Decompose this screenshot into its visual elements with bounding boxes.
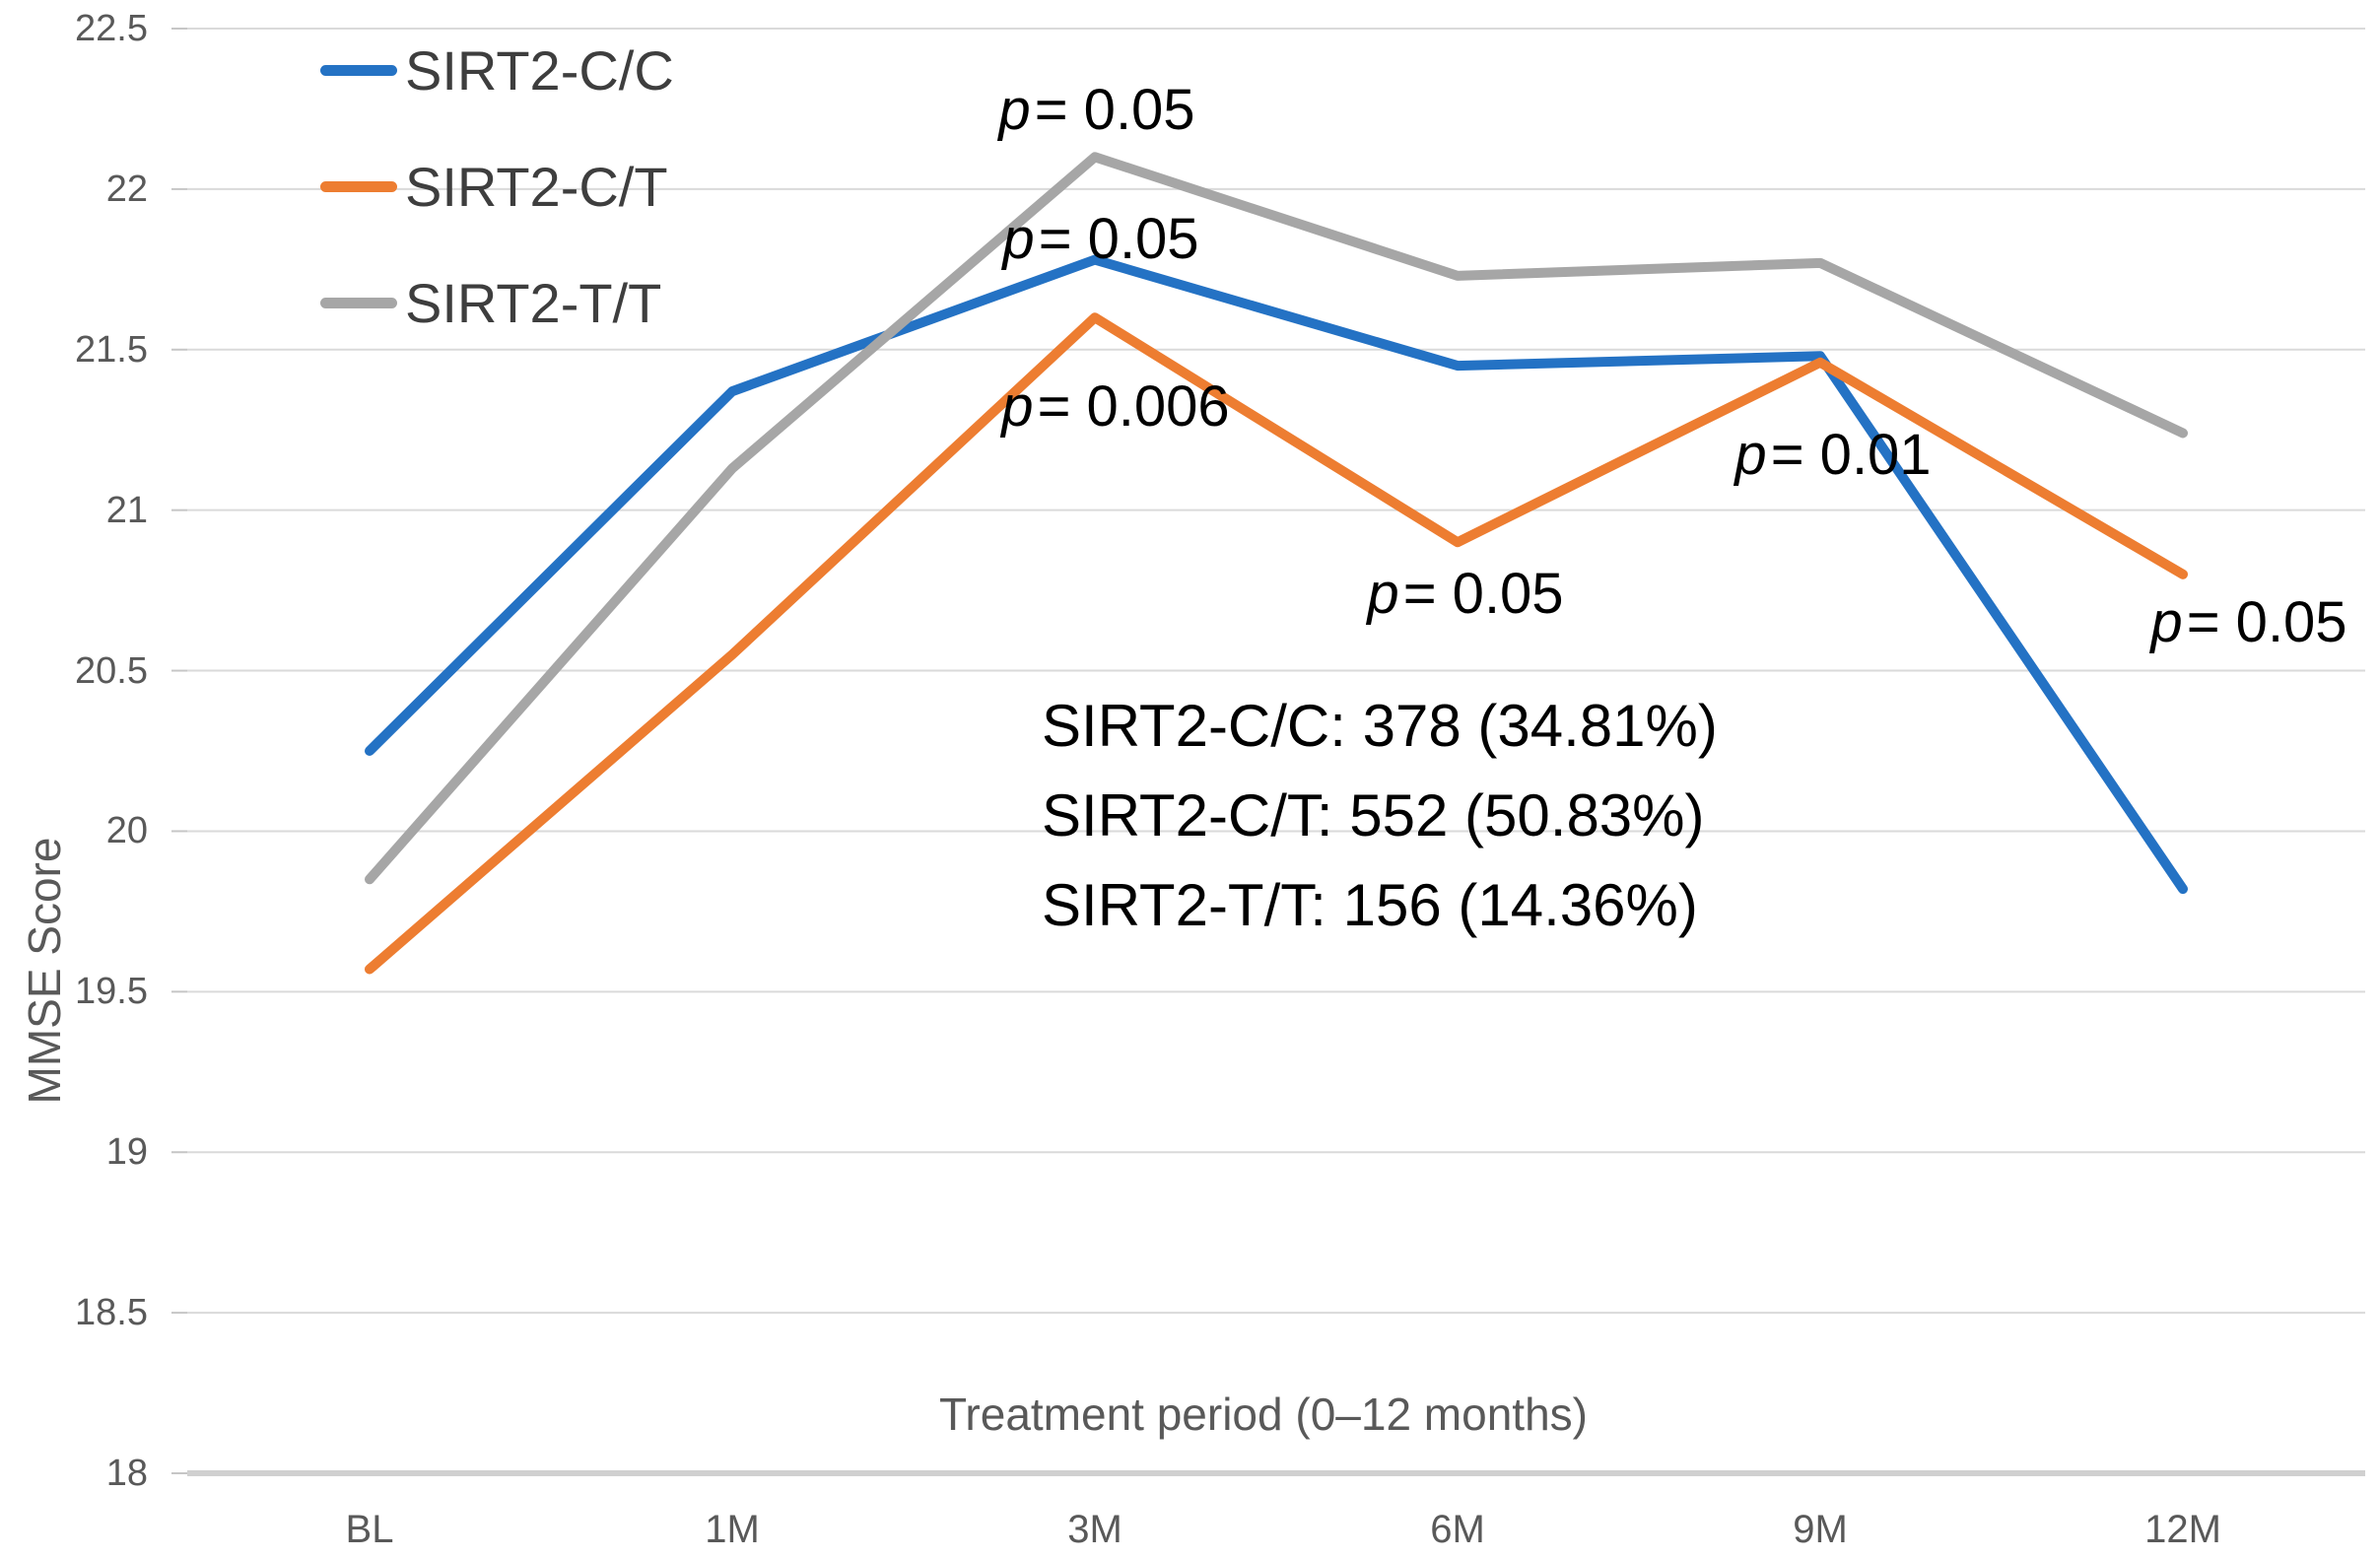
stats-line-sirt2-tt: SIRT2-T/T: 156 (14.36%): [1042, 872, 1698, 938]
p-value-annotation: p= 0.05: [1367, 566, 1563, 623]
y-axis-title: MMSE Score: [19, 837, 70, 1105]
p-value-annotation: p= 0.05: [998, 82, 1194, 139]
legend-item-sirt2-ct: SIRT2-C/T: [320, 128, 674, 244]
series-line-sirt2-t-t: [365, 152, 2188, 885]
p-value-text: = 0.05: [2186, 590, 2347, 654]
legend-item-sirt2-tt: SIRT2-T/T: [320, 244, 674, 361]
y-tick-label: 21: [105, 489, 148, 531]
legend-label: SIRT2-T/T: [405, 271, 662, 334]
p-symbol: p: [1734, 423, 1767, 487]
p-symbol: p: [1002, 207, 1035, 271]
legend-swatch-sirt2-ct-icon: [320, 180, 397, 192]
p-symbol: p: [1367, 562, 1399, 626]
y-tick-label: 19.5: [75, 971, 148, 1013]
legend-swatch-sirt2-tt-icon: [320, 297, 397, 308]
stats-line-sirt2-cc: SIRT2-C/C: 378 (34.81%): [1042, 693, 1718, 759]
y-tick-label: 20: [105, 810, 148, 852]
legend-item-sirt2-cc: SIRT2-C/C: [320, 12, 674, 128]
x-tick-label: 9M: [1793, 1508, 1848, 1551]
y-tick-label: 22.5: [75, 8, 148, 49]
legend-swatch-sirt2-cc-icon: [320, 64, 397, 76]
x-tick-label: BL: [345, 1508, 394, 1551]
series-line-sirt2-c-c: [365, 254, 2188, 895]
genotype-count-note: SIRT2-C/C: 378 (34.81%) SIRT2-C/T: 552 (…: [1042, 681, 1718, 950]
stats-line-sirt2-ct: SIRT2-C/T: 552 (50.83%): [1042, 782, 1705, 848]
p-value-annotation: p= 0.006: [1001, 378, 1229, 436]
x-tick-label: 3M: [1067, 1508, 1122, 1551]
legend-label: SIRT2-C/T: [405, 155, 668, 218]
legend-label: SIRT2-C/C: [405, 38, 674, 102]
y-tick-label: 18.5: [75, 1292, 148, 1334]
p-value-text: = 0.006: [1037, 374, 1230, 439]
p-value-text: = 0.05: [1038, 207, 1199, 271]
p-symbol: p: [1001, 374, 1034, 439]
y-tick-label: 20.5: [75, 649, 148, 692]
p-value-annotation: p= 0.05: [2150, 594, 2346, 651]
y-tick-label: 18: [105, 1453, 148, 1494]
p-value-text: = 0.05: [1402, 562, 1564, 626]
x-tick-label: 1M: [705, 1508, 760, 1551]
x-tick-label: 12M: [2144, 1508, 2221, 1551]
x-tick-label: 6M: [1430, 1508, 1485, 1551]
series-line-sirt2-c-t: [365, 312, 2188, 975]
x-axis-title: Treatment period (0–12 months): [939, 1389, 1588, 1440]
y-tick-label: 19: [105, 1131, 148, 1174]
p-value-annotation: p= 0.01: [1734, 427, 1931, 484]
p-value-annotation: p= 0.05: [1002, 211, 1198, 268]
y-tick-label: 21.5: [75, 328, 148, 371]
p-value-text: = 0.05: [1034, 78, 1195, 142]
p-symbol: p: [2150, 590, 2183, 654]
p-value-text: = 0.01: [1770, 423, 1932, 487]
y-tick-label: 22: [105, 168, 148, 210]
p-symbol: p: [998, 78, 1031, 142]
legend: SIRT2-C/C SIRT2-C/T SIRT2-T/T: [320, 12, 674, 361]
